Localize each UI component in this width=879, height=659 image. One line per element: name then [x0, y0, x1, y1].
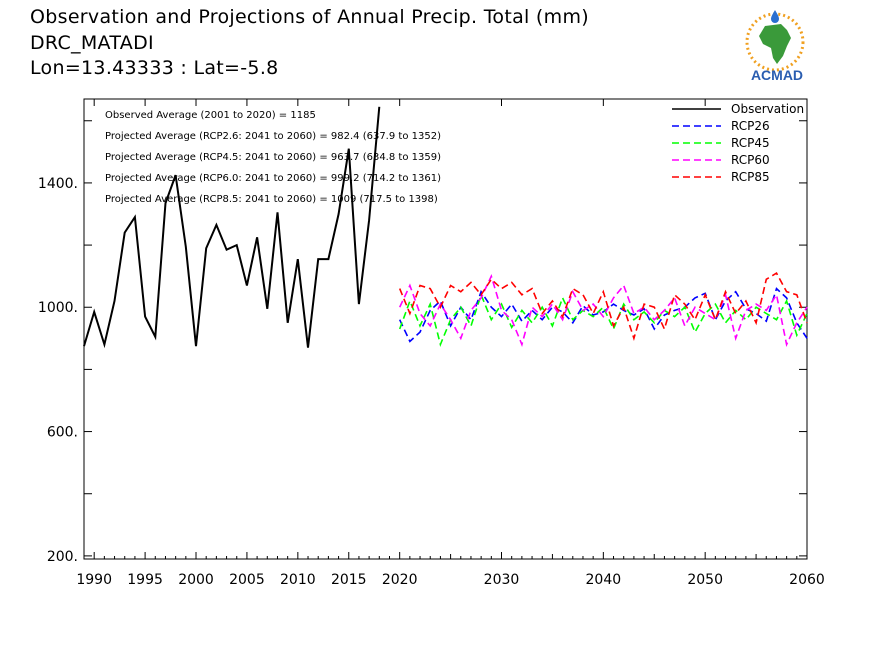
x-tick-label: 2030 [484, 572, 520, 588]
y-axis: 200. 600. 1000. 1400. [38, 120, 807, 565]
x-tick-label: 2050 [687, 572, 723, 588]
series-layer [83, 106, 808, 349]
annotation-text: Observed Average (2001 to 2020) = 1185 [105, 110, 316, 121]
legend-label: RCP26 [731, 119, 770, 133]
annotation-text: Projected Average (RCP2.6: 2041 to 2060)… [105, 131, 441, 142]
legend-label: RCP60 [731, 153, 770, 167]
legend-label: RCP45 [731, 136, 770, 150]
annotations: Observed Average (2001 to 2020) = 1185 Pr… [105, 110, 441, 205]
x-tick-label: 2060 [789, 572, 825, 588]
x-tick-label: 1995 [127, 572, 163, 588]
station-name: DRC_MATADI [30, 32, 154, 54]
legend: Observation RCP26 RCP45 RCP60 RCP85 [672, 102, 804, 184]
x-tick-label: 2040 [586, 572, 622, 588]
x-tick-label: 2000 [178, 572, 214, 588]
series-line-observation [83, 106, 381, 349]
x-tick-label: 2010 [280, 572, 316, 588]
plot-frame [83, 98, 808, 560]
station-coordinates: Lon=13.43333 : Lat=-5.8 [30, 57, 279, 79]
series-line-rcp60 [398, 273, 808, 348]
x-tick-label: 2005 [229, 572, 265, 588]
annotation-text: Projected Average (RCP8.5: 2041 to 2060)… [105, 194, 438, 205]
y-tick-label: 1400. [38, 176, 78, 192]
chart-title: Observation and Projections of Annual Pr… [30, 6, 589, 28]
logo-text: ACMAD [751, 67, 803, 83]
y-tick-label: 1000. [38, 300, 78, 316]
y-tick-label: 600. [47, 425, 78, 441]
y-tick-label: 200. [47, 549, 78, 565]
series-line-rcp45 [398, 292, 808, 348]
x-tick-label: 2015 [331, 572, 367, 588]
x-tick-label: 1990 [76, 572, 112, 588]
annotation-text: Projected Average (RCP6.0: 2041 to 2060)… [105, 173, 441, 184]
legend-label: RCP85 [731, 170, 770, 184]
x-axis: 1990 1995 2000 2005 2010 2015 2020 2030 2040 2050… [76, 99, 825, 588]
annotation-text: Projected Average (RCP4.5: 2041 to 2060)… [105, 152, 441, 163]
legend-label: Observation [731, 102, 804, 116]
x-tick-label: 2020 [382, 572, 418, 588]
series-line-rcp85 [398, 271, 808, 341]
series-line-rcp26 [398, 287, 808, 343]
acmad-logo: ACMAD [745, 10, 805, 83]
africa-map-logo [745, 10, 805, 72]
